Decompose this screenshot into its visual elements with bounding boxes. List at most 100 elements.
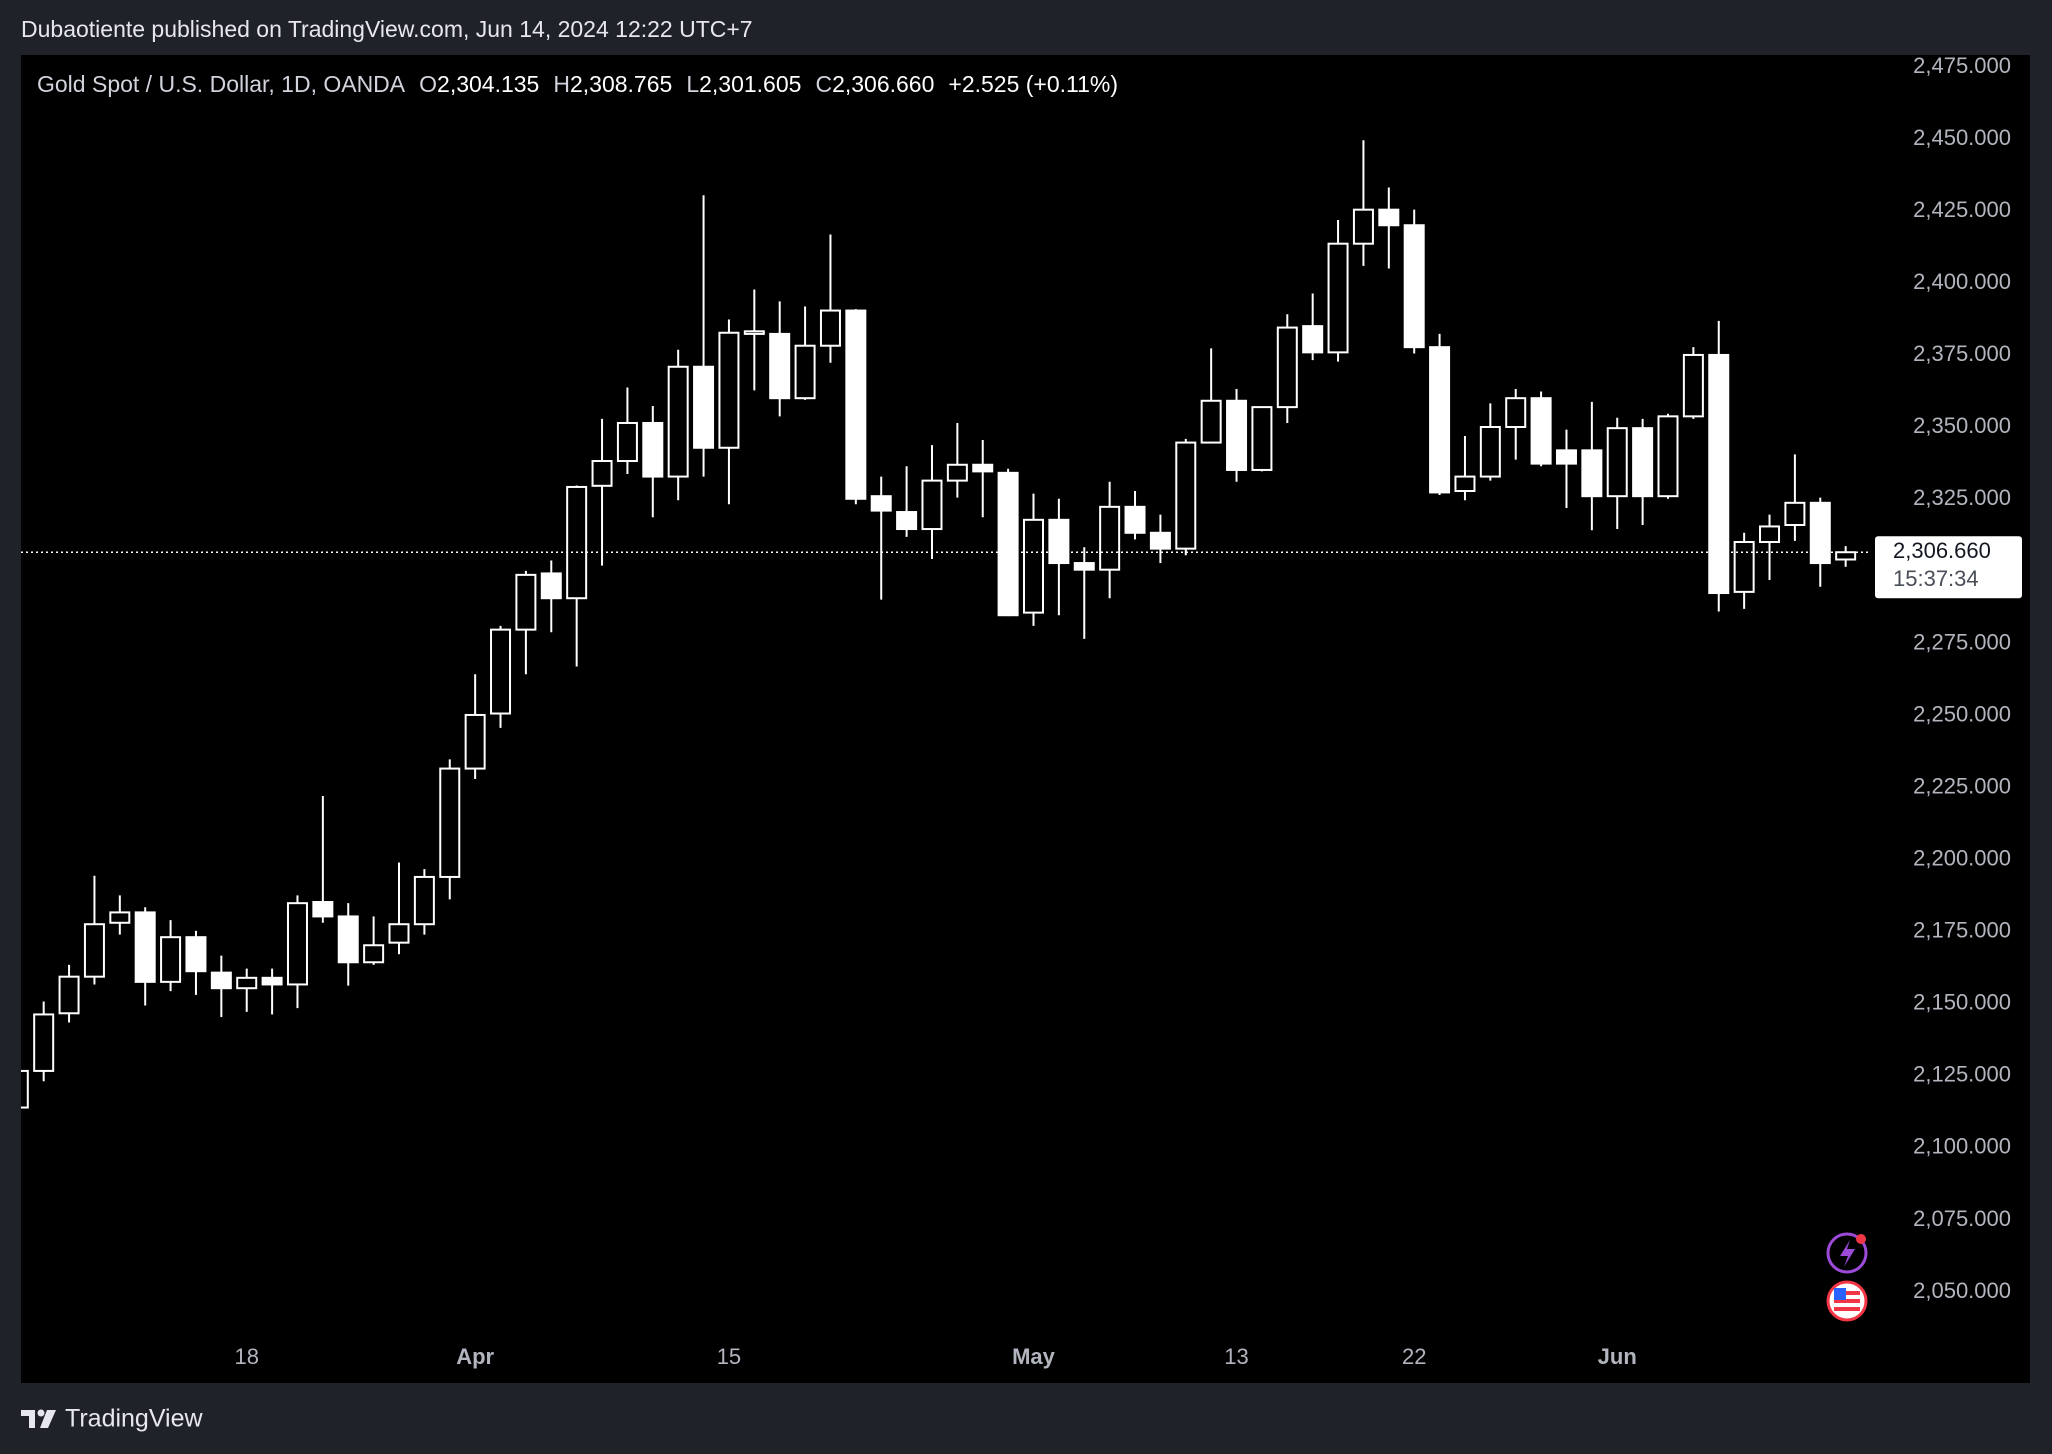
candle-body <box>413 875 435 926</box>
candle-body <box>693 365 715 449</box>
candle-body <box>1403 224 1425 349</box>
candle-body <box>642 421 664 478</box>
candle-body <box>1251 406 1273 471</box>
candle-body <box>1784 501 1806 527</box>
candle-body <box>1327 242 1349 354</box>
candle-body <box>819 309 841 347</box>
candle-body <box>1454 475 1476 492</box>
publisher-line: Dubaotiente published on TradingView.com… <box>21 16 753 42</box>
candle-body <box>1099 505 1121 571</box>
candle-body <box>1581 449 1603 498</box>
candle-body <box>1809 501 1831 565</box>
y-tick-label: 2,450.000 <box>1913 125 2011 150</box>
candle-body <box>1276 326 1298 409</box>
y-tick-label: 2,050.000 <box>1913 1278 2011 1303</box>
candle-body <box>845 309 867 500</box>
y-tick-label: 2,175.000 <box>1913 918 2011 943</box>
candle-body <box>1378 208 1400 227</box>
brand-name: TradingView <box>65 1405 204 1433</box>
y-tick-label: 2,425.000 <box>1913 197 2011 222</box>
candle-body <box>667 365 689 478</box>
candle-body <box>1302 325 1324 354</box>
y-tick-label: 2,225.000 <box>1913 773 2011 798</box>
candle-body <box>1073 562 1095 571</box>
candle-body <box>566 485 588 600</box>
candle-body <box>896 511 918 531</box>
candle-body <box>540 572 562 600</box>
candle-body <box>490 628 512 715</box>
symbol: Gold Spot / U.S. Dollar, 1D, OANDA <box>37 71 406 97</box>
candle-body <box>33 1013 55 1072</box>
y-tick-label: 2,375.000 <box>1913 341 2011 366</box>
candle-body <box>1175 441 1197 550</box>
candle-body <box>312 901 334 918</box>
candle-body <box>743 330 765 335</box>
candle-body <box>363 944 385 964</box>
candle-body <box>1226 399 1248 471</box>
close-label: C <box>815 71 832 97</box>
change-value: +2.525 (+0.11%) <box>948 71 1118 97</box>
open-value: 2,304.135 <box>437 71 539 97</box>
chart-panel <box>21 55 2030 1383</box>
candle-body <box>1708 353 1730 595</box>
candle-body <box>1682 353 1704 418</box>
logo-part <box>37 1409 45 1417</box>
y-tick-label: 2,125.000 <box>1913 1062 2011 1087</box>
candle-body <box>388 923 410 944</box>
logo-part <box>40 1410 56 1428</box>
canton <box>1834 1288 1846 1300</box>
y-tick-label: 2,100.000 <box>1913 1134 2011 1159</box>
candle-body <box>236 976 258 990</box>
stripe <box>1834 1299 1860 1303</box>
candle-body <box>997 471 1019 617</box>
y-tick-label: 2,150.000 <box>1913 990 2011 1015</box>
notify-dot <box>1856 1234 1866 1244</box>
x-tick-label: Jun <box>1598 1344 1637 1369</box>
candle-body <box>439 767 461 878</box>
candle-body <box>1149 531 1171 550</box>
candle-body <box>160 936 182 983</box>
candle-body <box>1200 399 1222 444</box>
axes: 2,050.000 2,075.000 2,100.000 2,125.000 2,15… <box>234 53 2022 1369</box>
candle-body <box>134 911 156 983</box>
candle-body <box>870 495 892 512</box>
open-label: O <box>419 71 437 97</box>
x-tick-label: 18 <box>234 1344 258 1369</box>
alert-icon <box>1826 1232 1868 1274</box>
lightning <box>1840 1240 1855 1267</box>
x-tick-label: 13 <box>1224 1344 1248 1369</box>
candle-body <box>1657 415 1679 498</box>
countdown: 15:37:34 <box>1893 566 1979 591</box>
y-tick-label: 2,200.000 <box>1913 845 2011 870</box>
candle-body <box>464 713 486 770</box>
legend-line: Gold Spot / U.S. Dollar, 1D, OANDA O2,304… <box>37 71 1118 97</box>
plot-area <box>21 140 1871 1109</box>
candle-body <box>946 463 968 482</box>
candle-body <box>1759 525 1781 544</box>
x-tick-label: 15 <box>717 1344 741 1369</box>
candle-body <box>591 460 613 487</box>
x-tick-label: 22 <box>1402 1344 1426 1369</box>
high-value: 2,308.765 <box>570 71 672 97</box>
candle-body <box>1479 426 1501 478</box>
candle-body <box>1733 541 1755 593</box>
candle-body <box>58 975 80 1015</box>
candle-body <box>109 911 131 924</box>
candle-body <box>286 902 308 986</box>
y-tick-label: 2,075.000 <box>1913 1206 2011 1231</box>
candle-body <box>1632 427 1654 498</box>
low-label: L <box>686 71 699 97</box>
candle-body <box>1555 449 1577 465</box>
y-tick-label: 2,325.000 <box>1913 485 2011 510</box>
y-tick-label: 2,275.000 <box>1913 629 2011 654</box>
y-tick-label: 2,250.000 <box>1913 701 2011 726</box>
candle-body <box>1048 518 1070 565</box>
candle-body <box>83 923 105 978</box>
x-tick-label: May <box>1012 1344 1056 1369</box>
candle-body <box>210 971 232 990</box>
price-tag <box>1875 536 2022 599</box>
candle-body <box>1124 505 1146 534</box>
candle-body <box>718 331 740 449</box>
